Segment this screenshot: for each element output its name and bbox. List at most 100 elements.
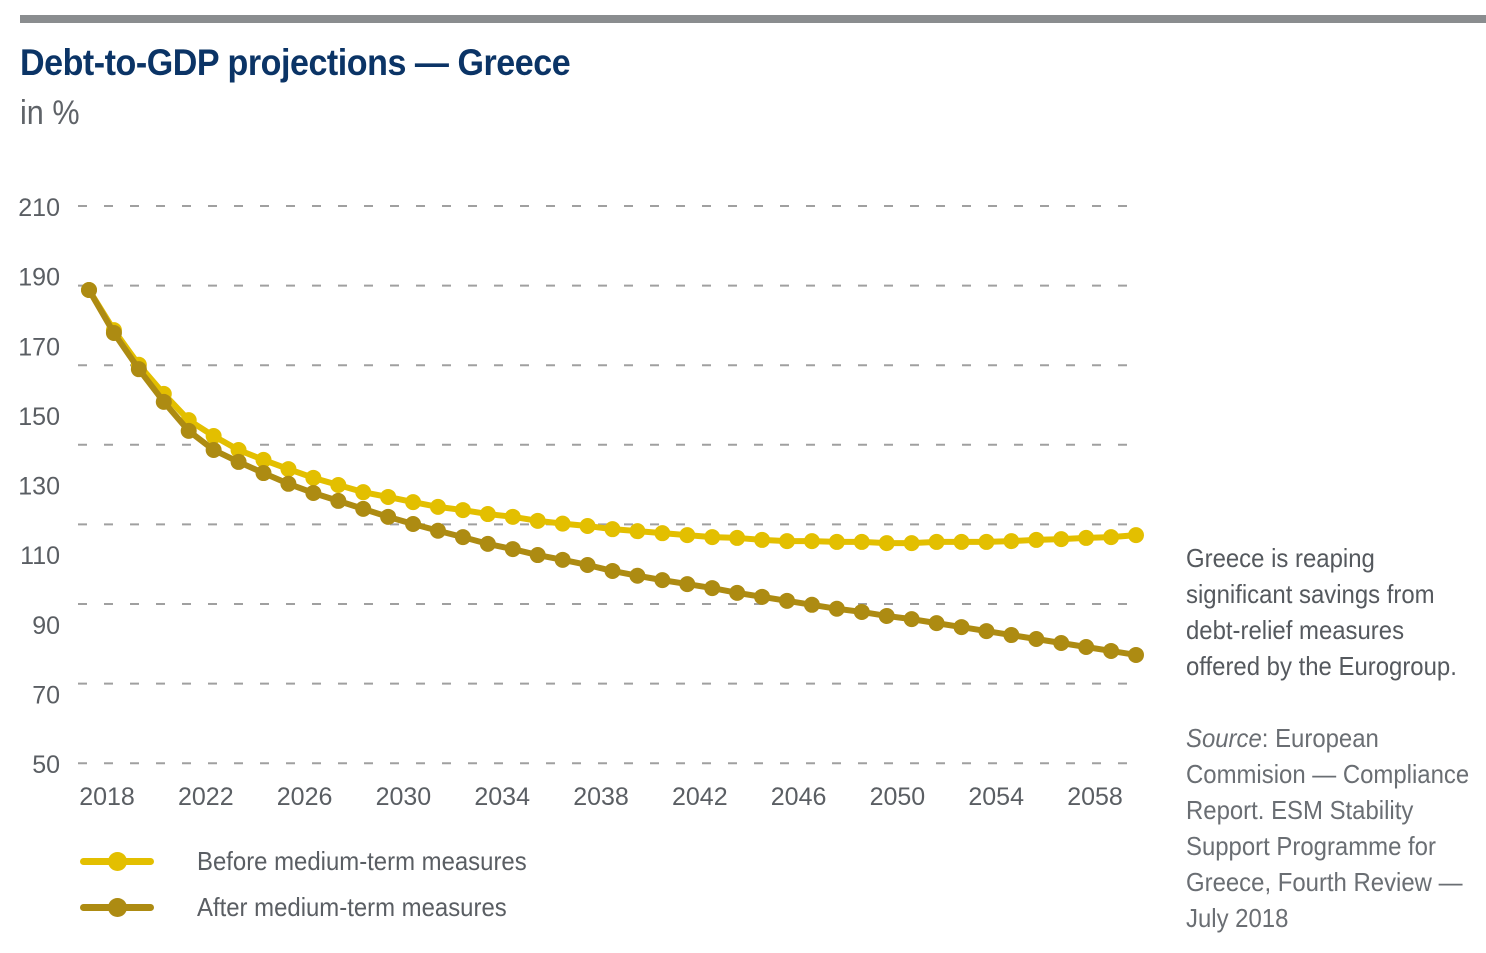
x-tick-label: 2038 — [573, 783, 629, 811]
data-point — [380, 508, 397, 525]
data-point — [928, 615, 945, 632]
data-point — [180, 422, 197, 439]
data-point — [853, 533, 870, 550]
y-tick-label: 130 — [18, 473, 60, 501]
data-point — [454, 502, 471, 519]
y-tick-label: 170 — [18, 333, 60, 361]
data-point — [853, 603, 870, 620]
x-tick-label: 2026 — [277, 783, 333, 811]
data-point — [1028, 531, 1045, 548]
data-point — [953, 619, 970, 636]
data-point — [454, 529, 471, 546]
data-point — [903, 611, 920, 628]
data-point — [1078, 638, 1095, 655]
data-point — [654, 572, 671, 589]
legend-marker-after — [108, 898, 127, 917]
data-point — [155, 393, 172, 410]
data-point — [504, 508, 521, 525]
data-point — [280, 475, 297, 492]
data-point — [1003, 533, 1020, 550]
source-note: Source: European Commision — Compliance … — [1186, 720, 1471, 936]
data-point — [255, 465, 272, 482]
data-point — [1128, 646, 1144, 663]
data-point — [529, 547, 546, 564]
data-point — [81, 281, 97, 298]
series-layer — [81, 281, 1144, 663]
data-point — [604, 521, 621, 538]
y-tick-label: 110 — [20, 542, 60, 570]
data-point — [654, 525, 671, 542]
data-point — [554, 551, 571, 568]
data-point — [903, 535, 920, 552]
y-tick-label: 90 — [32, 612, 60, 640]
data-point — [105, 324, 122, 341]
data-point — [205, 428, 222, 445]
data-point — [430, 522, 446, 539]
data-point — [355, 484, 372, 501]
data-point — [828, 533, 845, 550]
y-tick-label: 150 — [18, 403, 60, 431]
y-tick-label: 70 — [32, 681, 60, 709]
data-point — [1078, 529, 1095, 546]
x-tick-label: 2022 — [178, 783, 234, 811]
data-point — [878, 607, 895, 624]
x-axis-ticks: 2018 2022 2026 2030 2034 2038 2042 2046 2050 2054… — [79, 783, 1123, 811]
source-text: : European Commision — Compliance Report… — [1186, 723, 1470, 933]
data-point — [679, 576, 696, 593]
series-before — [81, 281, 1144, 552]
data-point — [305, 469, 322, 486]
data-point — [978, 623, 995, 640]
data-point — [405, 494, 422, 511]
legend-label-after: After medium-term measures — [197, 892, 507, 922]
data-point — [230, 453, 247, 470]
data-point — [803, 533, 820, 550]
data-point — [1103, 642, 1120, 659]
data-point — [579, 517, 596, 534]
data-point — [479, 535, 496, 552]
x-tick-label: 2030 — [376, 783, 432, 811]
data-point — [205, 441, 222, 458]
data-point — [405, 516, 422, 533]
x-tick-label: 2042 — [672, 783, 728, 811]
data-point — [380, 488, 397, 505]
x-tick-label: 2054 — [968, 783, 1024, 811]
legend-item-before: Before medium-term measures — [80, 842, 580, 882]
data-point — [729, 584, 746, 601]
y-tick-label: 50 — [32, 751, 60, 779]
data-point — [255, 451, 272, 468]
series-line — [86, 288, 1137, 547]
chart-subtitle: in % — [20, 94, 80, 132]
y-tick-label: 210 — [18, 194, 60, 222]
data-point — [953, 533, 970, 550]
data-point — [779, 592, 795, 609]
data-point — [579, 556, 596, 573]
x-tick-label: 2034 — [474, 783, 530, 811]
legend-marker-before — [108, 852, 127, 871]
data-point — [529, 512, 546, 529]
data-point — [504, 541, 521, 558]
gridlines — [78, 205, 1140, 765]
data-point — [330, 492, 347, 509]
data-point — [754, 588, 771, 605]
series-line — [86, 288, 1137, 658]
data-point — [230, 441, 247, 458]
data-point — [130, 361, 147, 378]
x-tick-label: 2058 — [1067, 783, 1123, 811]
side-note: Greece is reaping significant savings fr… — [1186, 543, 1457, 681]
data-point — [355, 500, 372, 517]
data-point — [828, 600, 845, 617]
y-axis-ticks: 210 190 170 150 130 110 90 70 50 — [18, 194, 60, 779]
data-point — [1103, 529, 1120, 546]
data-point — [754, 531, 771, 548]
data-point — [280, 461, 297, 478]
legend-item-after: After medium-term measures — [80, 888, 580, 928]
series-after — [81, 281, 1144, 663]
data-point — [629, 523, 646, 540]
chart-title: Debt-to-GDP projections — Greece — [20, 42, 571, 83]
data-point — [554, 515, 571, 532]
data-point — [779, 533, 795, 550]
data-point — [729, 529, 746, 546]
data-point — [629, 567, 646, 584]
data-point — [430, 498, 446, 515]
